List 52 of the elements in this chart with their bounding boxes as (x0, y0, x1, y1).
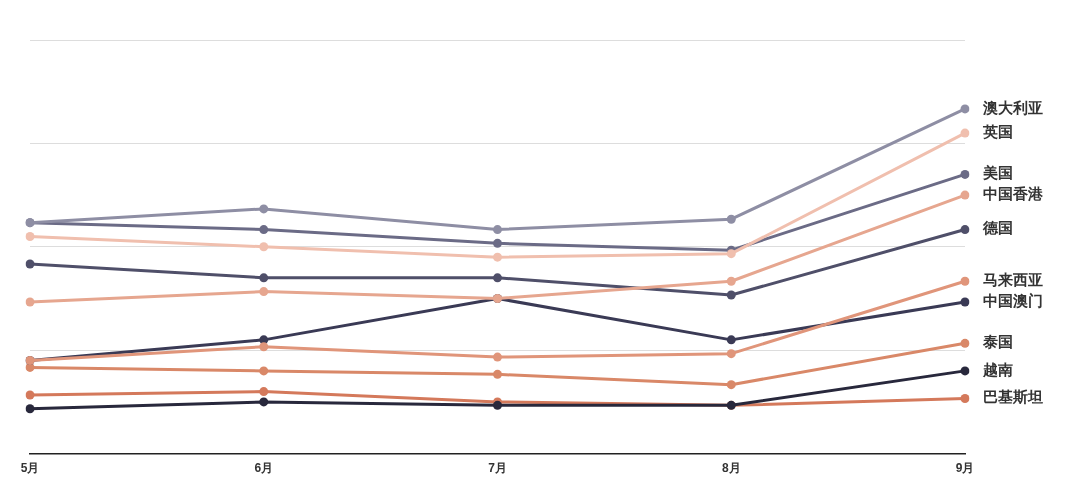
point (726, 349, 736, 359)
point (960, 169, 970, 179)
point (259, 287, 269, 297)
point (960, 338, 970, 348)
point (960, 190, 970, 200)
x-tick-label: 8月 (721, 461, 741, 476)
point (726, 276, 736, 286)
x-tick-label: 5月 (20, 461, 40, 476)
point (259, 366, 269, 376)
x-tick-label: 9月 (955, 461, 975, 476)
point (25, 404, 35, 414)
series-label: 澳大利亚 (982, 98, 1043, 117)
point (259, 225, 269, 235)
series-label: 中国澳门 (983, 291, 1043, 310)
point (960, 128, 970, 138)
point (493, 252, 502, 262)
x-tick-label: 6月 (254, 461, 274, 476)
point (493, 225, 502, 235)
series-label: 越南 (982, 360, 1013, 379)
x-tick-label: 7月 (488, 461, 507, 476)
point (960, 104, 970, 114)
point (726, 335, 736, 345)
point (25, 231, 35, 241)
point (259, 387, 269, 397)
point (726, 214, 736, 224)
series-label: 美国 (982, 164, 1013, 183)
point (960, 225, 970, 235)
point (259, 342, 269, 352)
point (960, 393, 970, 403)
point (960, 276, 970, 286)
point (726, 290, 736, 300)
point (493, 352, 502, 362)
point (259, 204, 269, 214)
series-label: 英国 (982, 122, 1013, 141)
point (493, 369, 502, 379)
point (259, 273, 269, 283)
point (25, 297, 35, 307)
point (726, 380, 736, 390)
point (493, 273, 502, 283)
point (960, 297, 970, 307)
series-label: 马来西亚 (983, 271, 1043, 290)
point (726, 249, 736, 259)
point (259, 242, 269, 252)
series-label: 巴基斯坦 (983, 388, 1043, 407)
point (25, 390, 35, 400)
point (493, 238, 502, 248)
series-label: 泰国 (982, 333, 1013, 352)
series-label: 中国香港 (983, 184, 1044, 203)
point (960, 366, 970, 376)
point (259, 397, 269, 407)
point (25, 259, 35, 269)
series-label: 德国 (982, 219, 1013, 238)
